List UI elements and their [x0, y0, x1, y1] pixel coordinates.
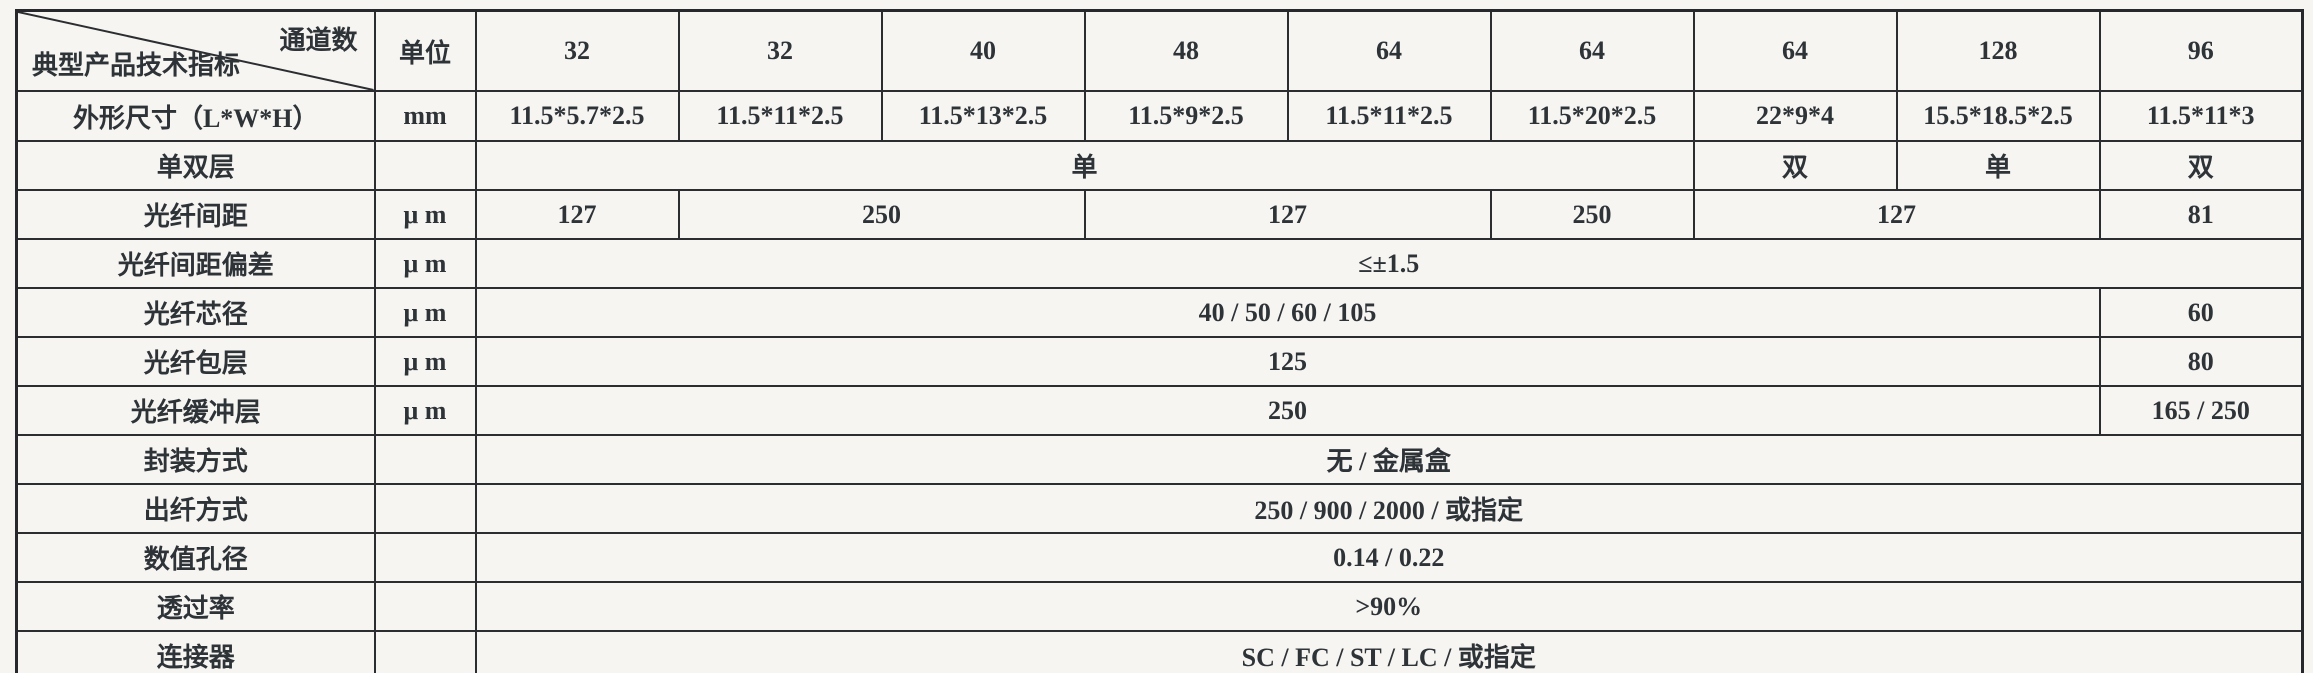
value-cell: 125 [474, 336, 2101, 387]
channel-header-cell: 96 [2098, 9, 2304, 92]
value-cell: 127 [1692, 189, 2101, 240]
table-row: 透过率 >90% [15, 581, 2304, 632]
header-row: 通道数 典型产品技术指标 单位 32 32 40 48 64 64 64 128… [15, 9, 2304, 92]
value-cell: 11.5*9*2.5 [1083, 90, 1289, 142]
table-row: 封装方式 无 / 金属盒 [15, 434, 2304, 485]
table-row: 光纤芯径 μ m 40 / 50 / 60 / 105 60 [15, 287, 2304, 338]
value-cell: 单 [1895, 140, 2101, 191]
value-cell: 11.5*20*2.5 [1489, 90, 1695, 142]
row-label-cell: 单双层 [15, 140, 376, 191]
unit-cell: μ m [373, 238, 477, 289]
value-cell: 250 / 900 / 2000 / 或指定 [474, 483, 2304, 534]
table-row: 数值孔径 0.14 / 0.22 [15, 532, 2304, 583]
value-cell: 250 [1489, 189, 1695, 240]
table-row: 出纤方式 250 / 900 / 2000 / 或指定 [15, 483, 2304, 534]
table-row: 光纤缓冲层 μ m 250 165 / 250 [15, 385, 2304, 436]
channel-header-cell: 40 [880, 9, 1086, 92]
unit-cell: μ m [373, 287, 477, 338]
row-label-cell: 光纤间距 [15, 189, 376, 240]
value-cell: ≤±1.5 [474, 238, 2304, 289]
value-cell: 127 [474, 189, 680, 240]
row-label-cell: 连接器 [15, 630, 376, 673]
row-label-cell: 光纤包层 [15, 336, 376, 387]
row-label-cell: 光纤芯径 [15, 287, 376, 338]
unit-header-cell: 单位 [373, 9, 477, 92]
table-row: 外形尺寸（L*W*H） mm 11.5*5.7*2.5 11.5*11*2.5 … [15, 90, 2304, 142]
row-label-cell: 光纤缓冲层 [15, 385, 376, 436]
table-row: 连接器 SC / FC / ST / LC / 或指定 [15, 630, 2304, 673]
channel-header-cell: 64 [1489, 9, 1695, 92]
value-cell: 22*9*4 [1692, 90, 1898, 142]
value-cell: 165 / 250 [2098, 385, 2304, 436]
value-cell: 60 [2098, 287, 2304, 338]
value-cell: 11.5*13*2.5 [880, 90, 1086, 142]
unit-cell [373, 581, 477, 632]
unit-cell: mm [373, 90, 477, 142]
unit-cell: μ m [373, 336, 477, 387]
table-row: 光纤间距 μ m 127 250 127 250 127 81 [15, 189, 2304, 240]
unit-cell [373, 630, 477, 673]
value-cell: 40 / 50 / 60 / 105 [474, 287, 2101, 338]
row-label-cell: 外形尺寸（L*W*H） [15, 90, 376, 142]
value-cell: 11.5*11*2.5 [1286, 90, 1492, 142]
value-cell: 无 / 金属盒 [474, 434, 2304, 485]
value-cell: 双 [2098, 140, 2304, 191]
channel-header-cell: 64 [1286, 9, 1492, 92]
row-label-cell: 光纤间距偏差 [15, 238, 376, 289]
value-cell: 250 [474, 385, 2101, 436]
value-cell: 11.5*11*2.5 [677, 90, 883, 142]
row-label-cell: 出纤方式 [15, 483, 376, 534]
row-label-cell: 封装方式 [15, 434, 376, 485]
corner-top-label: 通道数 [279, 26, 358, 55]
row-label-cell: 数值孔径 [15, 532, 376, 583]
value-cell: 15.5*18.5*2.5 [1895, 90, 2101, 142]
unit-cell [373, 140, 477, 191]
value-cell: 双 [1692, 140, 1898, 191]
corner-bottom-label: 典型产品技术指标 [32, 51, 241, 80]
channel-header-cell: 48 [1083, 9, 1289, 92]
unit-cell [373, 483, 477, 534]
channel-header-cell: 128 [1895, 9, 2101, 92]
value-cell: 250 [677, 189, 1086, 240]
value-cell: 0.14 / 0.22 [474, 532, 2304, 583]
channel-header-cell: 32 [677, 9, 883, 92]
channel-header-cell: 64 [1692, 9, 1898, 92]
value-cell: SC / FC / ST / LC / 或指定 [474, 630, 2304, 673]
unit-cell: μ m [373, 189, 477, 240]
spec-table: 通道数 典型产品技术指标 单位 32 32 40 48 64 64 64 128… [15, 9, 2304, 673]
table-row: 单双层 单 双 单 双 [15, 140, 2304, 191]
value-cell: >90% [474, 581, 2304, 632]
table-row: 光纤包层 μ m 125 80 [15, 336, 2304, 387]
unit-cell: μ m [373, 385, 477, 436]
unit-cell [373, 532, 477, 583]
value-cell: 11.5*11*3 [2098, 90, 2304, 142]
row-label-cell: 透过率 [15, 581, 376, 632]
value-cell: 单 [474, 140, 1695, 191]
value-cell: 80 [2098, 336, 2304, 387]
channel-header-cell: 32 [474, 9, 680, 92]
value-cell: 81 [2098, 189, 2304, 240]
unit-cell [373, 434, 477, 485]
table-row: 光纤间距偏差 μ m ≤±1.5 [15, 238, 2304, 289]
value-cell: 127 [1083, 189, 1492, 240]
value-cell: 11.5*5.7*2.5 [474, 90, 680, 142]
diagonal-line [18, 12, 374, 90]
corner-cell: 通道数 典型产品技术指标 [15, 9, 376, 92]
